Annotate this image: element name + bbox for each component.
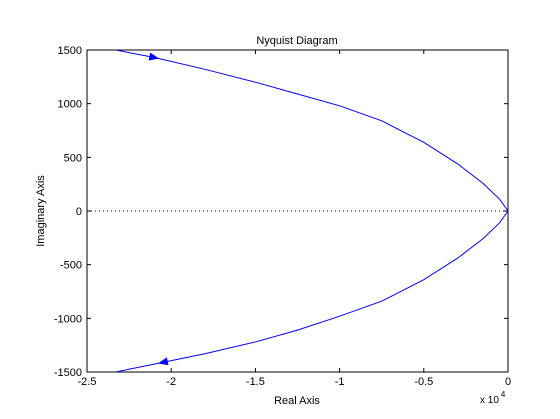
chart-title: Nyquist Diagram: [256, 35, 337, 47]
y-axis-label: Imaginary Axis: [35, 175, 47, 247]
y-tick-label: -1500: [54, 367, 82, 379]
x-tick-label: -2: [166, 376, 176, 388]
y-tick-label: -500: [60, 260, 82, 272]
direction-arrow-2: [157, 357, 169, 366]
y-tick-label: 1000: [58, 99, 82, 111]
y-tick-label: 500: [64, 152, 82, 164]
x-multiplier: x 104: [480, 390, 506, 406]
x-tick-label: -1: [335, 376, 345, 388]
curves: [87, 49, 509, 373]
x-multiplier-base: x 10: [480, 395, 499, 406]
nyquist-curve-1: [115, 49, 509, 212]
y-tick-label: 1500: [58, 45, 82, 57]
nyquist-curve-2: [115, 210, 509, 373]
x-tick-label: 0: [505, 376, 511, 388]
y-tick-label: -1000: [54, 313, 82, 325]
x-axis-label: Real Axis: [274, 395, 320, 407]
plot-area: [86, 49, 509, 373]
x-multiplier-exponent: 4: [501, 390, 506, 399]
x-tick-label: -2.5: [78, 376, 97, 388]
x-tick-label: -1.5: [246, 376, 265, 388]
y-tick-label: 0: [76, 206, 82, 218]
x-tick-label: -0.5: [414, 376, 433, 388]
direction-arrow-1: [148, 52, 160, 61]
axis-ticks: -2.5 -2 -1.5 -1 -0.5 0 -1500 -1000 -500 0 500 1000 1…: [54, 45, 511, 388]
